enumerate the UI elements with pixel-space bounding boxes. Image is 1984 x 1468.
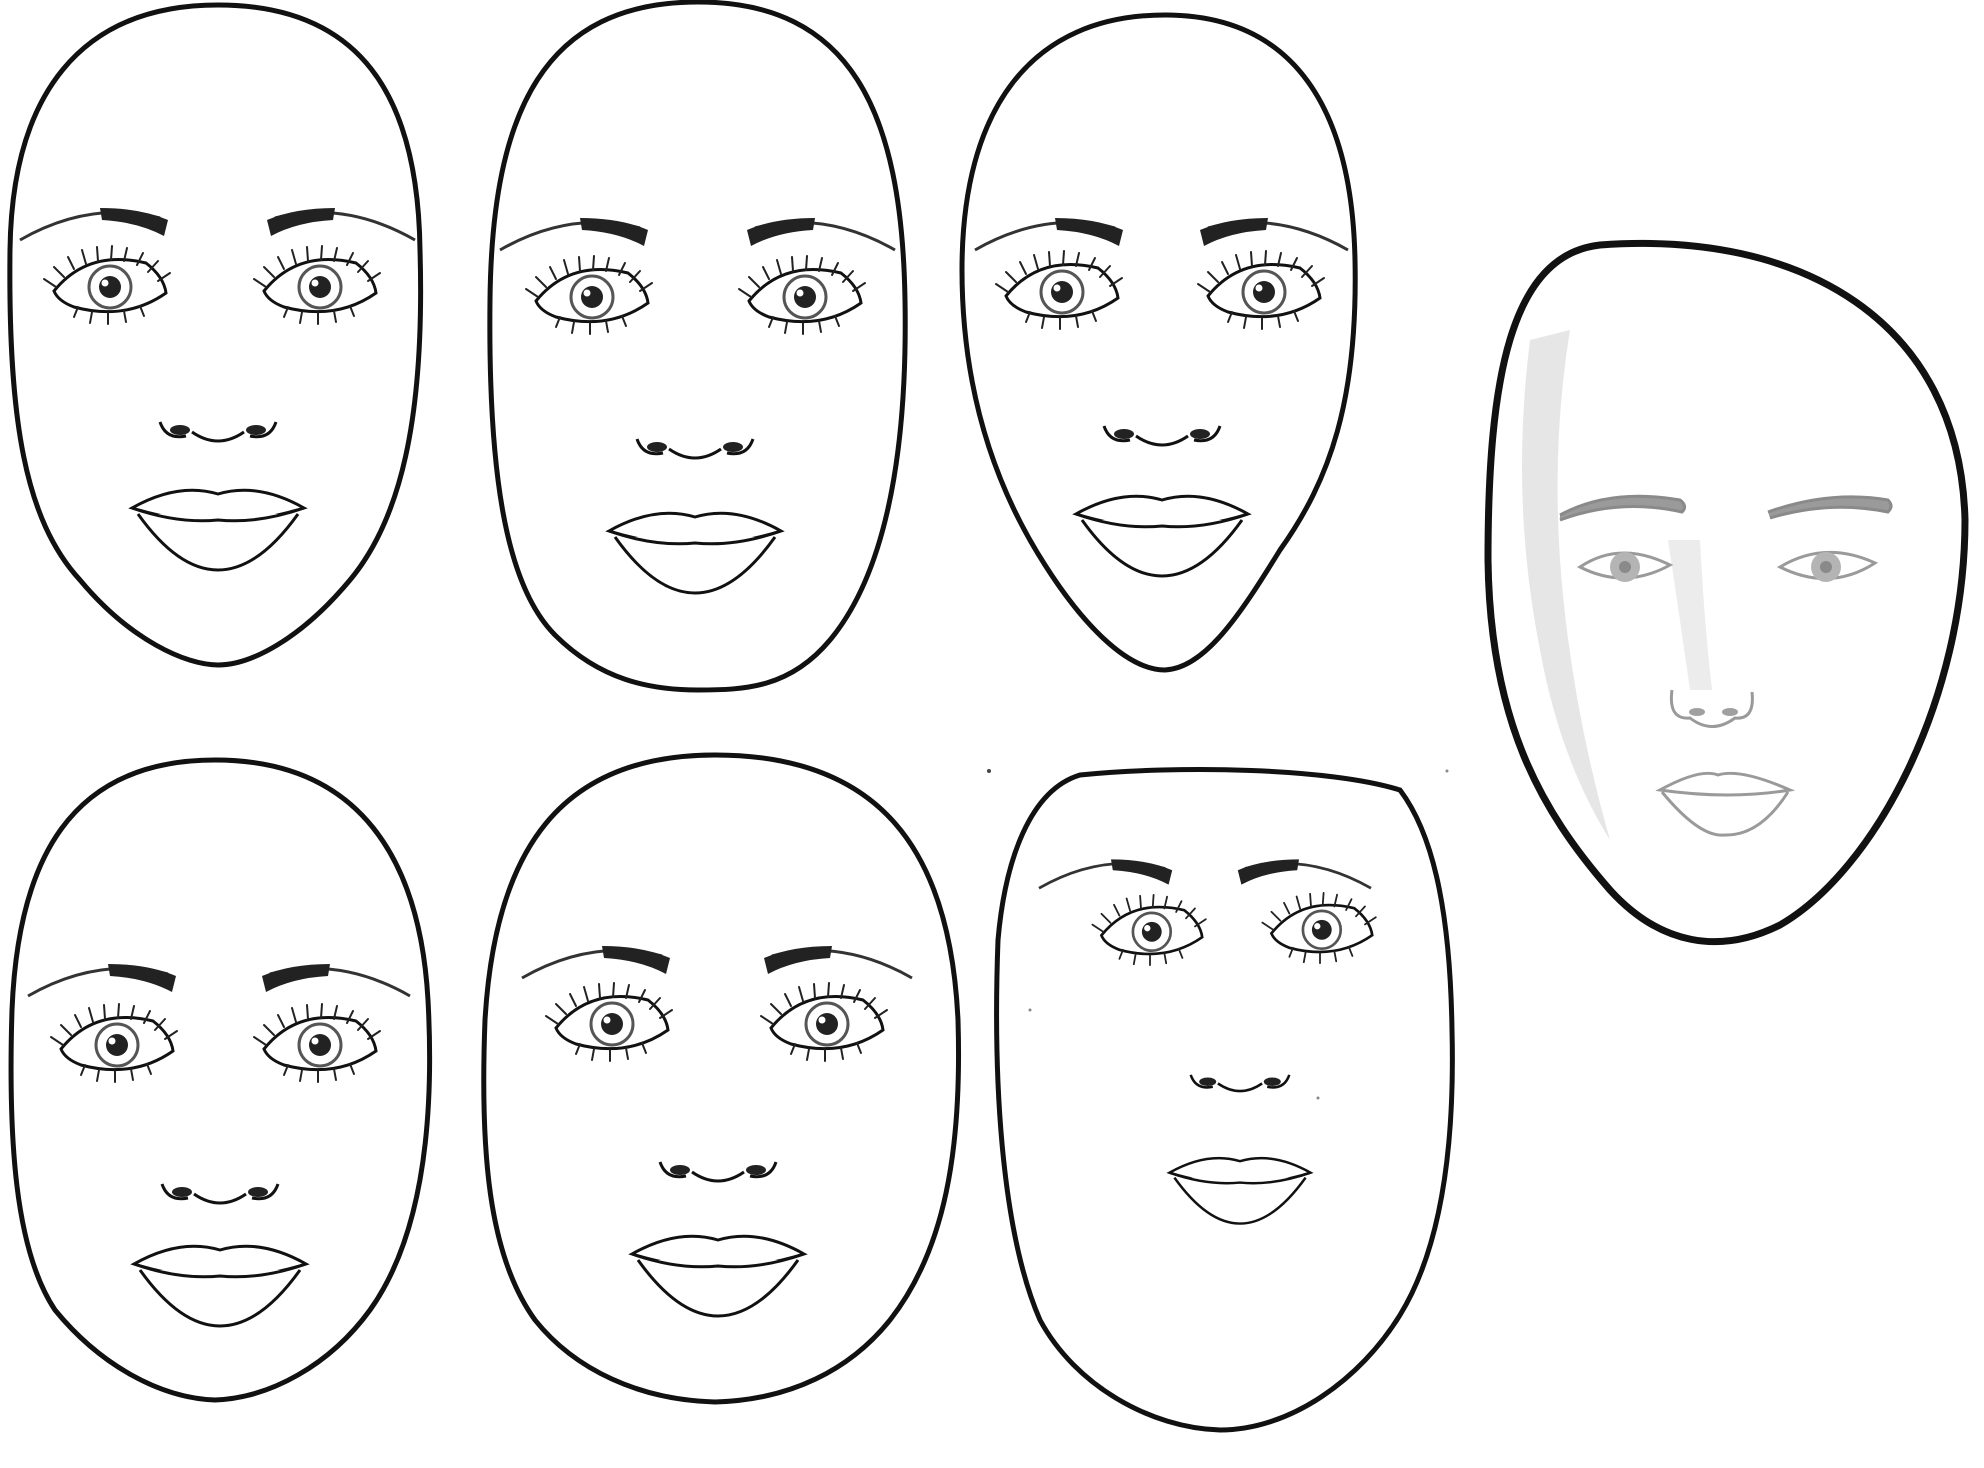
face-diamond-right-brow — [1767, 495, 1893, 520]
face-oval — [7, 2, 424, 668]
face-diamond-left-eye — [1577, 551, 1674, 582]
scan-speck — [1028, 1008, 1032, 1012]
face-diamond-nose — [1669, 689, 1754, 728]
face-diamond-left-brow — [1559, 494, 1687, 522]
face-outline-square — [481, 752, 962, 1405]
face-heart — [959, 12, 1358, 673]
scan-speck — [1445, 769, 1449, 773]
face-outline-heart — [959, 12, 1358, 673]
face-diamond-sketch — [1484, 239, 1969, 945]
face-outline-diamond — [1484, 239, 1969, 945]
scan-speck — [987, 769, 991, 773]
face-outline-oblong — [487, 0, 908, 693]
face-outline-oval — [7, 2, 424, 668]
face-diamond-lips — [1655, 771, 1796, 837]
face-diamond-highlight — [1522, 330, 1610, 840]
face-diamond-nose-highlight — [1668, 540, 1712, 690]
face-outline-round — [8, 757, 433, 1403]
face-triangle — [994, 767, 1455, 1433]
face-round — [8, 757, 433, 1403]
scan-speck — [1316, 1096, 1320, 1100]
face-square — [481, 752, 962, 1405]
face-diamond-right-eye — [1776, 550, 1879, 582]
face-oblong — [487, 0, 908, 693]
face-outline-triangle — [994, 767, 1455, 1433]
